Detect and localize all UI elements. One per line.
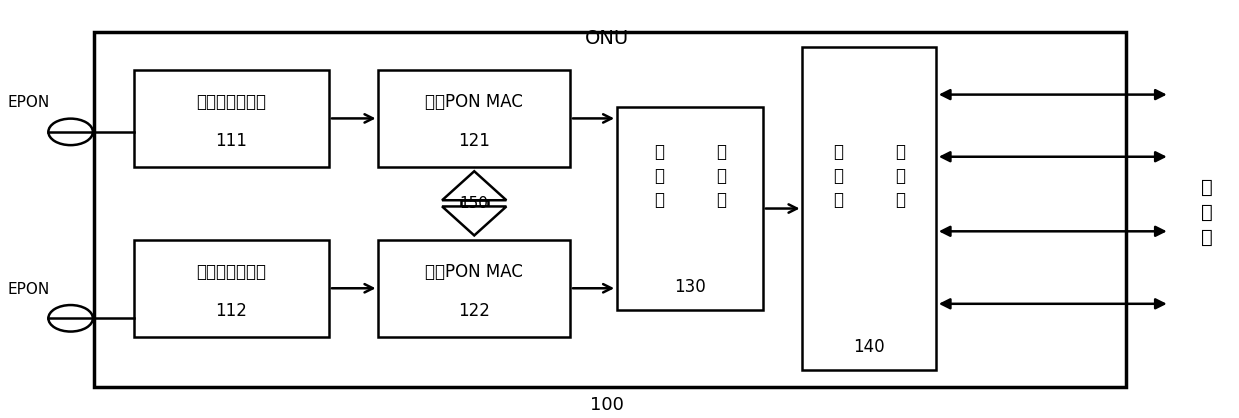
Bar <box>617 107 763 310</box>
Text: 以
太
网: 以 太 网 <box>1201 178 1213 247</box>
Text: 交: 交 <box>834 191 844 209</box>
Text: 121: 121 <box>458 132 491 150</box>
Text: 逻: 逻 <box>654 191 664 209</box>
Text: 第一PON MAC: 第一PON MAC <box>425 93 523 111</box>
Text: 111: 111 <box>216 132 248 150</box>
Polygon shape <box>442 171 507 200</box>
Text: 第一PON MAC: 第一PON MAC <box>425 263 523 281</box>
Bar <box>134 70 330 167</box>
Bar <box>134 240 330 337</box>
Text: 块: 块 <box>895 191 906 209</box>
Text: 130: 130 <box>674 278 706 296</box>
Text: 心: 心 <box>834 167 844 185</box>
Ellipse shape <box>48 119 93 145</box>
Ellipse shape <box>48 305 93 331</box>
Text: 辑: 辑 <box>716 143 726 161</box>
Text: 100: 100 <box>590 396 624 414</box>
Bar <box>378 70 570 167</box>
Text: 核: 核 <box>834 143 844 161</box>
Text: EPON: EPON <box>7 95 50 110</box>
Text: 第一光收发模块: 第一光收发模块 <box>196 93 266 111</box>
Bar <box>378 240 570 337</box>
Text: 模: 模 <box>716 167 726 185</box>
Bar <box>803 47 935 370</box>
Text: 块: 块 <box>716 191 726 209</box>
Text: 换: 换 <box>895 143 906 161</box>
Text: ONU: ONU <box>585 29 629 48</box>
Text: 第一光收发模块: 第一光收发模块 <box>196 263 266 281</box>
Text: 140: 140 <box>854 338 885 356</box>
Text: 150: 150 <box>460 196 488 211</box>
Polygon shape <box>442 206 507 235</box>
Text: 模: 模 <box>895 167 906 185</box>
Text: 制: 制 <box>654 167 664 185</box>
Bar <box>94 33 1126 387</box>
Text: 122: 122 <box>458 302 491 320</box>
Bar <box>461 200 488 206</box>
Text: 112: 112 <box>216 302 248 320</box>
Text: EPON: EPON <box>7 282 50 297</box>
Text: 控: 控 <box>654 143 664 161</box>
